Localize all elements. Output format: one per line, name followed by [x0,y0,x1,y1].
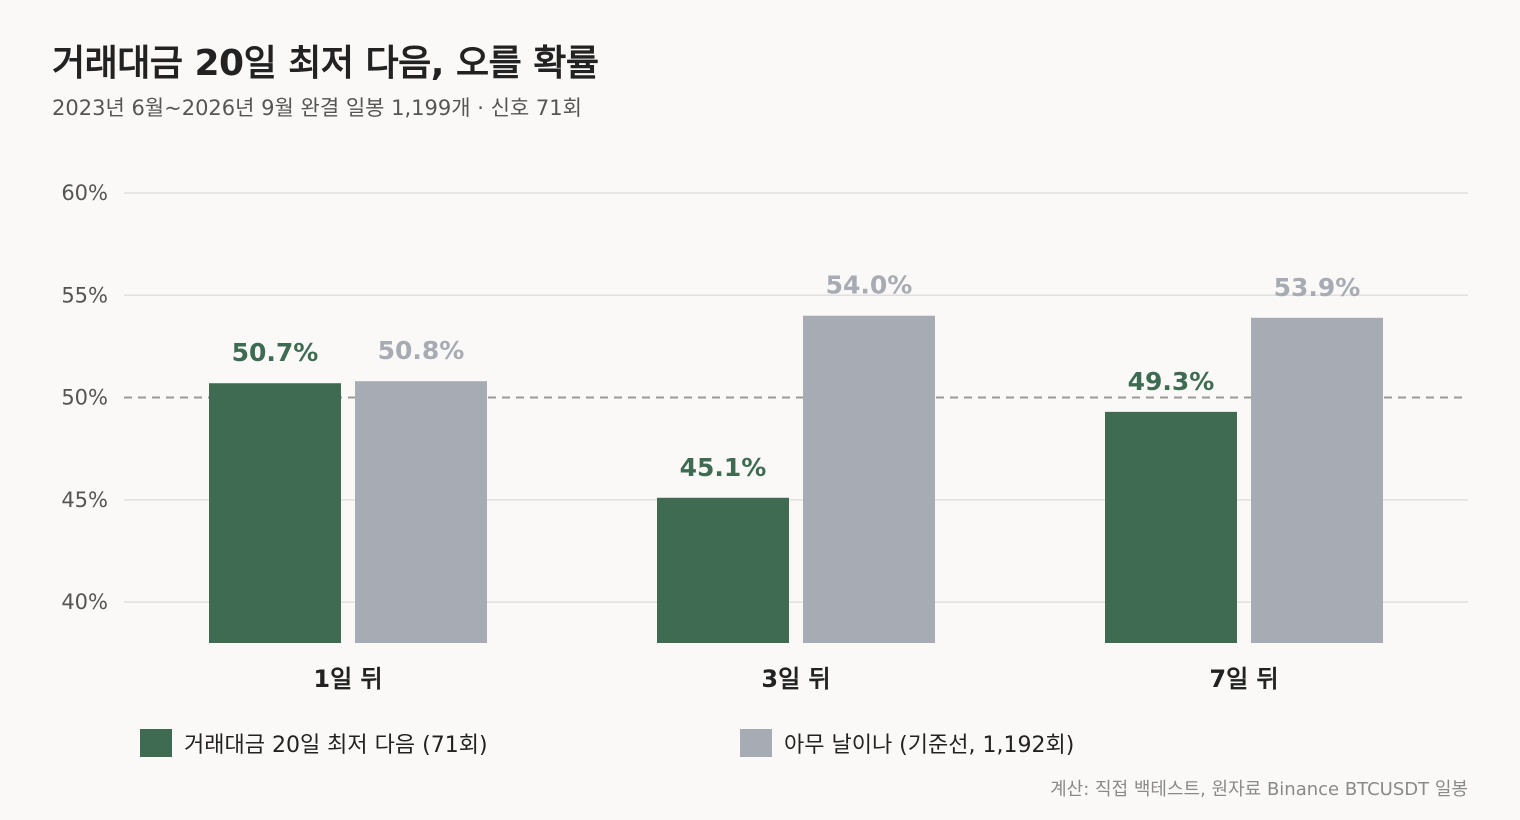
bar-signal [657,497,789,643]
x-tick-label: 3일 뒤 [761,665,830,693]
bar-signal [209,383,341,643]
bar-baseline [355,381,487,643]
legend-label-baseline: 아무 날이나 (기준선, 1,192회) [784,733,1075,758]
chart-title: 거래대금 20일 최저 다음, 오를 확률 [52,43,599,84]
bar-signal [1105,411,1237,643]
legend-label-signal: 거래대금 20일 최저 다음 (71회) [184,733,488,758]
chart-subtitle: 2023년 6월~2026년 9월 완결 일봉 1,199개 · 신호 71회 [52,96,582,120]
data-label-signal: 49.3% [1128,367,1215,396]
y-tick-label: 60% [61,181,108,205]
legend-item-signal: 거래대금 20일 최저 다음 (71회) [140,727,488,759]
legend: 거래대금 20일 최저 다음 (71회) 아무 날이나 (기준선, 1,192회… [0,727,1520,767]
legend-swatch-signal [140,729,172,757]
x-tick-label: 1일 뒤 [313,665,382,693]
x-tick-label: 7일 뒤 [1209,665,1278,693]
data-label-baseline: 54.0% [826,271,913,300]
bar-baseline [803,315,935,643]
y-tick-label: 45% [61,488,108,512]
y-tick-label: 55% [61,283,108,307]
bar-layer [209,315,1383,643]
legend-item-baseline: 아무 날이나 (기준선, 1,192회) [740,727,1074,759]
data-label-signal: 45.1% [680,453,767,482]
bar-baseline [1251,317,1383,643]
grid-layer [124,192,1468,603]
legend-swatch-baseline [740,729,772,757]
data-label-signal: 50.7% [232,338,319,367]
label-layer: 40% 45% 50% 55% 60% 50.7% 50.8% 1일 뒤 45.1% 54.0% 3… [61,181,1360,693]
y-tick-label: 50% [61,386,108,410]
data-label-baseline: 53.9% [1274,273,1361,302]
source-note: 계산: 직접 백테스트, 원자료 Binance BTCUSDT 일봉 [1050,779,1468,800]
y-tick-label: 40% [61,590,108,614]
data-label-baseline: 50.8% [378,336,465,365]
